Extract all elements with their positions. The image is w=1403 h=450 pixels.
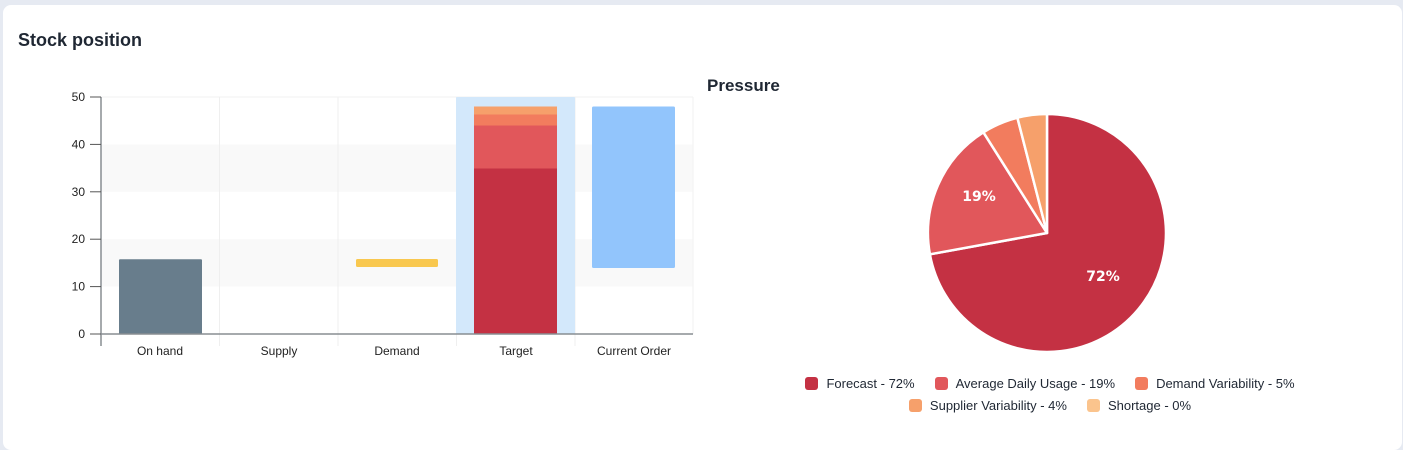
- legend-label: Shortage - 0%: [1107, 398, 1192, 413]
- bar-target-forecast[interactable]: [474, 168, 557, 334]
- y-tick-label: 30: [72, 185, 86, 199]
- legend-item-demand-variability[interactable]: Demand Variability - 5%: [1135, 376, 1295, 391]
- legend-label: Demand Variability - 5%: [1156, 376, 1295, 391]
- pie-label-forecast: 72%: [1086, 269, 1120, 285]
- bar-target-demand-variability[interactable]: [474, 114, 557, 126]
- legend-item-average-daily-usage[interactable]: Average Daily Usage - 19%: [934, 376, 1116, 391]
- legend-swatch-shortage: [1086, 399, 1100, 412]
- y-tick-label: 0: [78, 327, 85, 341]
- legend-item-forecast[interactable]: Forecast - 72%: [805, 376, 915, 391]
- y-tick-label: 20: [72, 232, 86, 246]
- pie-slice-supplier-variability[interactable]: [1016, 112, 1049, 235]
- y-ticks: [90, 96, 101, 335]
- legend-item-shortage[interactable]: Shortage - 0%: [1086, 398, 1192, 413]
- x-label-demand: Demand: [374, 344, 419, 358]
- legend-label: Average Daily Usage - 19%: [955, 376, 1116, 391]
- x-label-current-order: Current Order: [597, 344, 671, 358]
- pressure-pie-chart: [926, 112, 1168, 354]
- bar-target-average-daily-usage[interactable]: [474, 125, 557, 169]
- legend-swatch-forecast: [805, 377, 819, 390]
- card-title: Stock position: [18, 30, 143, 50]
- legend-swatch-supplier-variability: [908, 399, 922, 412]
- bar-on-hand[interactable]: [119, 259, 202, 335]
- pie-slice-average-daily-usage[interactable]: [926, 131, 1049, 256]
- x-label-supply: Supply: [261, 344, 298, 358]
- y-tick-label: 50: [72, 90, 86, 104]
- legend-swatch-demand-variability: [1135, 377, 1149, 390]
- y-tick-label: 10: [72, 280, 86, 294]
- legend-label: Forecast - 72%: [826, 376, 915, 391]
- bar-demand[interactable]: [356, 259, 438, 267]
- pie-label-average-daily-usage: 19%: [962, 189, 996, 205]
- pressure-title: Pressure: [707, 76, 780, 95]
- legend-item-supplier-variability[interactable]: Supplier Variability - 4%: [908, 398, 1067, 413]
- legend-label: Supplier Variability - 4%: [929, 398, 1067, 413]
- bar-target-supplier-variability[interactable]: [474, 106, 557, 115]
- y-tick-label: 40: [72, 137, 86, 151]
- x-label-target: Target: [499, 344, 533, 358]
- bar-current-order[interactable]: [592, 106, 675, 269]
- stock-position-card: [3, 5, 1402, 450]
- pressure-legend: Forecast - 72% Average Daily Usage - 19%…: [760, 376, 1340, 413]
- x-label-on-hand: On hand: [137, 344, 183, 358]
- legend-swatch-average-daily-usage: [934, 377, 948, 390]
